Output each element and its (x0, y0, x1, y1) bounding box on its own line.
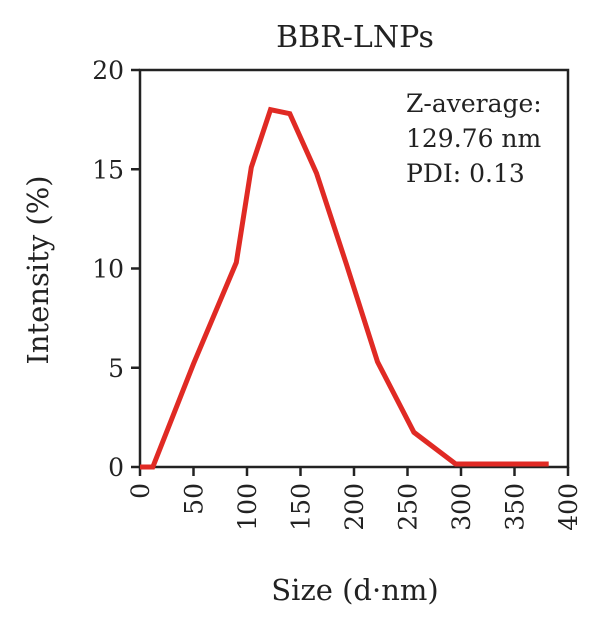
y-axis-label: Intensity (%) (21, 175, 55, 364)
x-tick-label: 200 (340, 483, 369, 531)
intensity-series-line (140, 106, 549, 470)
annotation-z-average-value: 129.76 nm (406, 124, 542, 153)
x-tick-label: 250 (394, 483, 423, 531)
x-axis-label: Size (d·nm) (271, 573, 438, 607)
annotation-box: Z-average: 129.76 nm PDI: 0.13 (406, 89, 542, 188)
y-tick-label: 15 (92, 155, 124, 184)
x-tick-label: 400 (554, 483, 583, 531)
series-group (139, 106, 549, 470)
chart-title: BBR-LNPs (276, 20, 434, 55)
y-axis-ticks: 0 5 10 15 20 (92, 56, 140, 482)
x-tick-label: 300 (447, 483, 476, 531)
x-tick-label: 50 (180, 483, 209, 515)
annotation-z-average-label: Z-average: (406, 89, 542, 118)
x-tick-label: 350 (501, 483, 530, 531)
x-tick-label: 150 (287, 483, 316, 531)
y-tick-label: 20 (92, 56, 124, 85)
y-tick-label: 0 (108, 453, 124, 482)
y-tick-label: 10 (92, 255, 124, 284)
x-axis-ticks: 0 50 100 150 200 250 300 350 400 (126, 467, 583, 531)
x-tick-label: 100 (233, 483, 262, 531)
x-tick-label: 0 (126, 483, 155, 499)
y-tick-label: 5 (108, 354, 124, 383)
annotation-pdi: PDI: 0.13 (406, 159, 525, 188)
